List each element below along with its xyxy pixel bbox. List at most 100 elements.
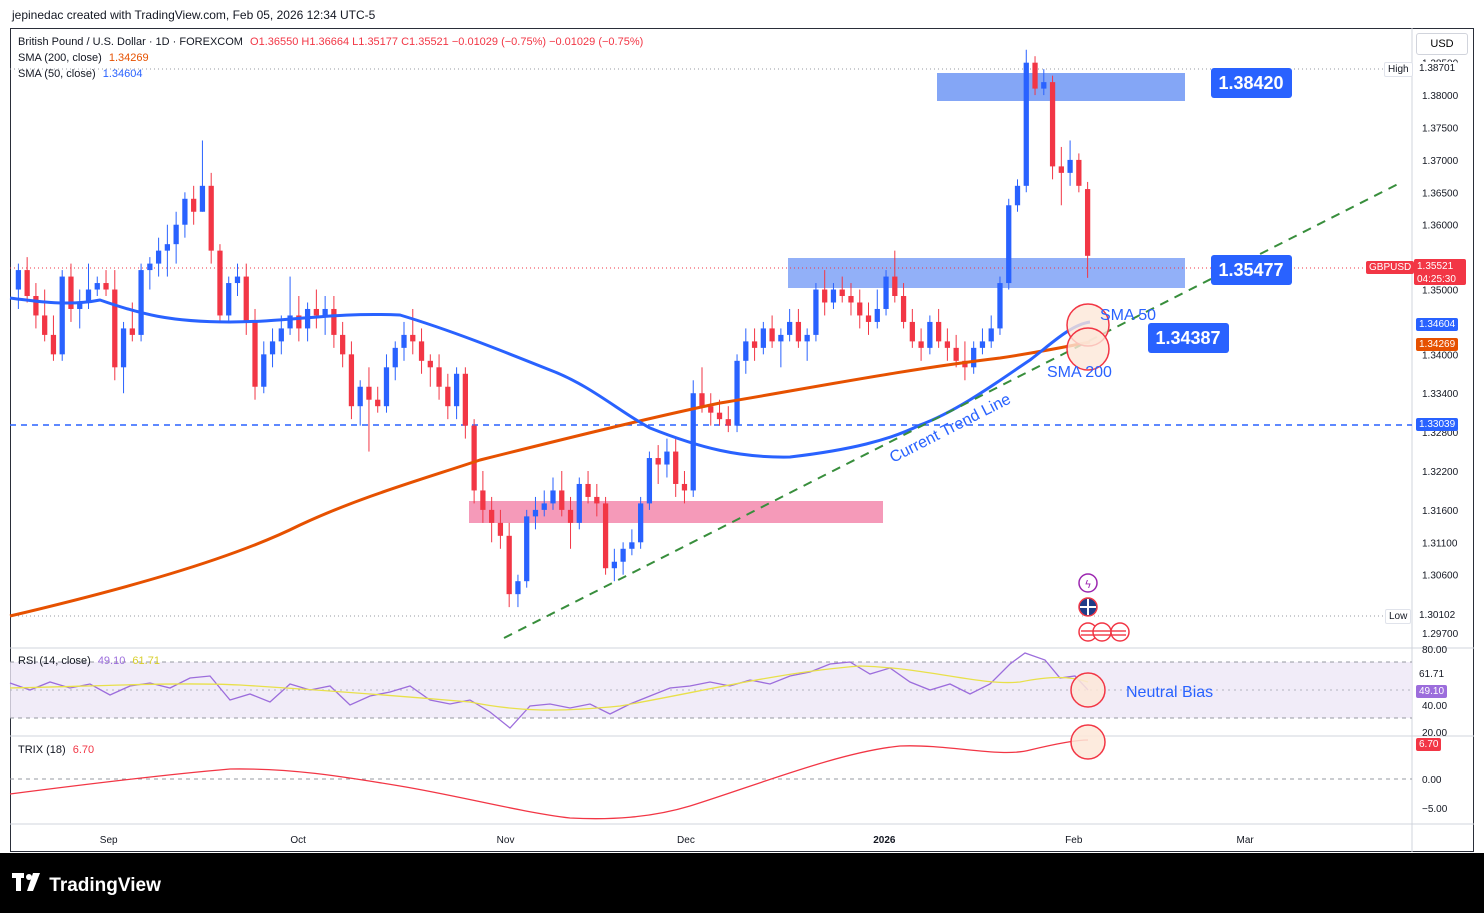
candle bbox=[445, 373, 451, 420]
candle-body bbox=[226, 283, 232, 316]
candle-body bbox=[532, 509, 539, 517]
currency-label: USD bbox=[1430, 38, 1454, 50]
price-tick: 1.36500 bbox=[1422, 188, 1459, 199]
resistance-label-box bbox=[1211, 68, 1292, 98]
chart-canvas[interactable]: Current Trend Line SMA 50 SMA 200 1.3842… bbox=[0, 0, 1484, 853]
candle-body bbox=[208, 185, 214, 251]
candle-body bbox=[252, 321, 258, 387]
last-price-tag: 1.35521 04:25:30 bbox=[1414, 259, 1466, 285]
candle bbox=[59, 270, 65, 361]
candle bbox=[147, 257, 153, 290]
candle bbox=[900, 283, 907, 329]
candles-layer bbox=[15, 49, 1091, 608]
legend-symbol-row[interactable]: British Pound / U.S. Dollar · 1D · FOREX… bbox=[18, 36, 643, 48]
candle-body bbox=[638, 503, 644, 543]
currency-button[interactable]: USD bbox=[1416, 33, 1468, 55]
candle-body bbox=[708, 406, 714, 413]
candle-body bbox=[848, 296, 854, 303]
symbol-price-tag: GBPUSD bbox=[1366, 261, 1415, 274]
candle-body bbox=[1076, 159, 1082, 186]
candle-body bbox=[541, 503, 547, 510]
candle bbox=[261, 341, 267, 394]
sma200-line bbox=[9, 340, 1091, 618]
ohlc-values: O1.36550 H1.36664 L1.35177 C1.35521 −0.0… bbox=[250, 36, 644, 48]
price-tick: 1.34000 bbox=[1422, 350, 1459, 361]
candle bbox=[1058, 146, 1064, 206]
candle-body bbox=[173, 224, 179, 245]
footer-bar: TradingView bbox=[0, 853, 1484, 913]
candle-body bbox=[559, 490, 565, 510]
candle bbox=[340, 321, 346, 368]
candle bbox=[252, 308, 258, 400]
trix-tick-minus5: −5.00 bbox=[1422, 804, 1448, 815]
candle bbox=[953, 334, 959, 368]
rsi-ma-value-tag: 61.71 bbox=[1416, 668, 1448, 681]
candle bbox=[436, 354, 442, 400]
candle bbox=[401, 321, 407, 361]
candle bbox=[234, 263, 241, 297]
candle-body bbox=[480, 490, 486, 510]
candle bbox=[199, 140, 206, 212]
candle-body bbox=[743, 341, 749, 361]
candle-body bbox=[1041, 82, 1047, 89]
candle-body bbox=[918, 341, 924, 348]
candle-body bbox=[751, 341, 758, 348]
candle bbox=[883, 270, 889, 316]
candle-body bbox=[401, 334, 407, 348]
candle bbox=[813, 283, 819, 342]
candle-body bbox=[340, 334, 346, 355]
candle-body bbox=[164, 244, 171, 251]
candle bbox=[506, 522, 512, 608]
candle bbox=[638, 496, 644, 549]
legend-rsi-row[interactable]: RSI (14, close) 49.10 61.71 bbox=[18, 655, 160, 667]
candle-body bbox=[322, 308, 328, 316]
candle bbox=[822, 270, 828, 316]
candle-body bbox=[567, 509, 574, 523]
candle bbox=[997, 276, 1003, 335]
candle bbox=[182, 192, 188, 238]
candle bbox=[874, 289, 880, 329]
candle bbox=[112, 270, 118, 381]
legend-sma50-row[interactable]: SMA (50, close) 1.34604 bbox=[18, 68, 142, 80]
candle bbox=[313, 289, 319, 329]
legend-sma200-row[interactable]: SMA (200, close) 1.34269 bbox=[18, 52, 149, 64]
time-tick: Nov bbox=[497, 835, 515, 846]
candle bbox=[1049, 75, 1056, 180]
candle-body bbox=[1014, 185, 1021, 206]
rsi-tick-80: 80.00 bbox=[1422, 645, 1447, 656]
price-tick: 1.32800 bbox=[1422, 428, 1459, 439]
tradingview-logo[interactable]: TradingView bbox=[12, 873, 161, 897]
price-tick: 1.30600 bbox=[1422, 571, 1459, 582]
time-axis-ticks: Sep Oct Nov Dec 2026 Feb Mar bbox=[100, 835, 1255, 846]
candle-body bbox=[418, 341, 425, 361]
legend-trix-row[interactable]: TRIX (18) 6.70 bbox=[18, 744, 94, 756]
candle-body bbox=[462, 373, 468, 426]
rsi-band bbox=[10, 662, 1412, 718]
candle-body bbox=[1067, 159, 1073, 173]
candle-body bbox=[50, 334, 57, 355]
candle bbox=[857, 289, 863, 329]
candle-body bbox=[410, 334, 416, 342]
candle bbox=[743, 328, 749, 374]
candle-body bbox=[278, 328, 284, 342]
candle bbox=[655, 445, 661, 484]
candle-body bbox=[611, 561, 617, 569]
time-tick: Feb bbox=[1065, 835, 1083, 846]
candle bbox=[33, 283, 39, 329]
economic-events-icons[interactable]: ϟ bbox=[1078, 573, 1130, 642]
candle-body bbox=[935, 321, 942, 342]
candle bbox=[515, 574, 521, 608]
candle bbox=[725, 406, 731, 433]
low-tag: Low bbox=[1385, 609, 1412, 624]
candle bbox=[1032, 56, 1038, 96]
candle-body bbox=[199, 185, 206, 212]
candle-body bbox=[471, 425, 477, 491]
candle bbox=[1067, 140, 1073, 186]
candle-body bbox=[646, 458, 653, 504]
candle bbox=[366, 367, 372, 452]
candle-body bbox=[1032, 62, 1038, 89]
candle-body bbox=[795, 321, 802, 342]
candle-body bbox=[24, 270, 30, 297]
price-tick: 1.33400 bbox=[1422, 389, 1459, 400]
candle bbox=[383, 354, 390, 413]
